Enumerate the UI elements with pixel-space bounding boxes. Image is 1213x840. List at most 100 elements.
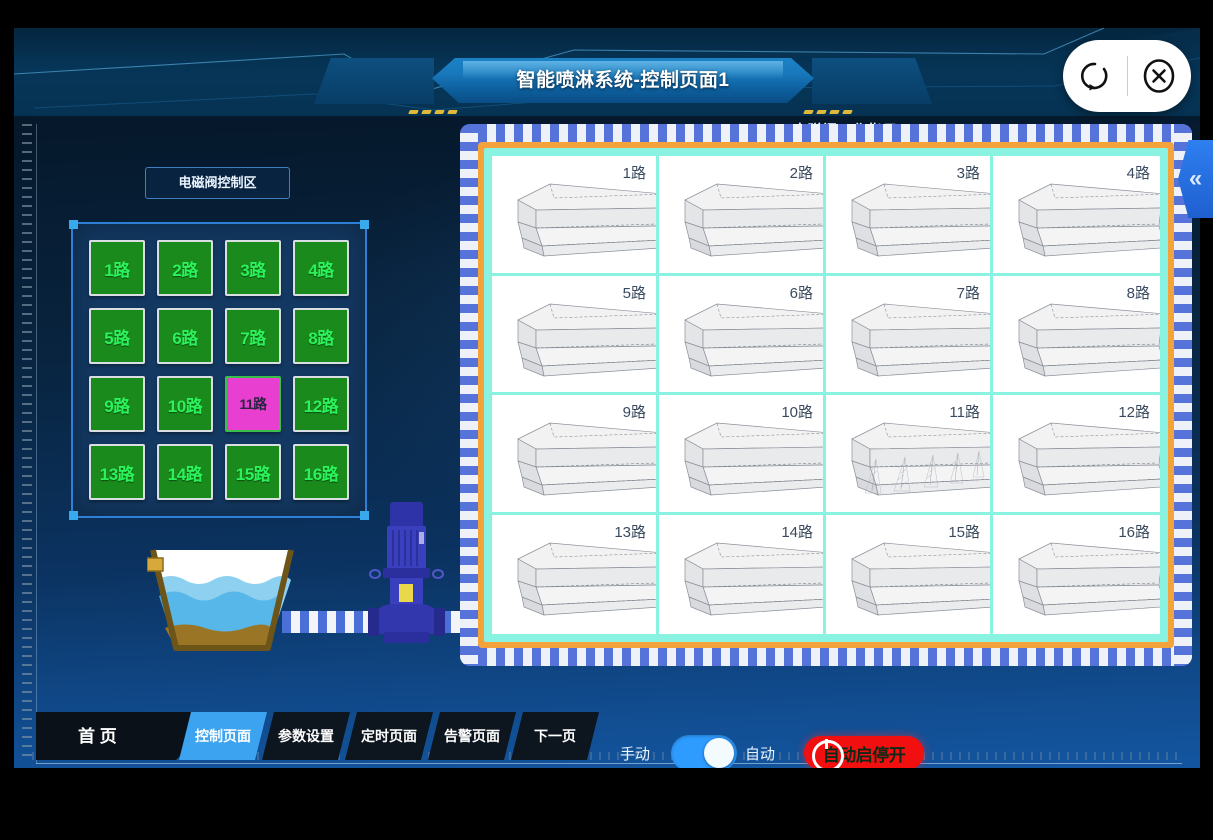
beam-illustration: [851, 303, 990, 377]
water-tank-icon: [146, 549, 294, 651]
valve-button-5[interactable]: 5路: [89, 308, 145, 364]
refresh-button[interactable]: [1063, 40, 1127, 112]
auto-start-stop-button[interactable]: 自动启停开: [804, 736, 924, 768]
indicator-cell-label: 16路: [1118, 523, 1150, 541]
corner-marker-tl: [69, 220, 78, 229]
mode-label-manual: 手动: [620, 746, 651, 763]
indicator-cell-14[interactable]: 14路: [659, 514, 826, 634]
title-glow: [462, 61, 784, 79]
left-tick-ruler: [22, 124, 32, 760]
indicator-cell-6[interactable]: 6路: [659, 275, 826, 395]
beam-illustration: [1018, 303, 1160, 377]
valve-button-3[interactable]: 3路: [225, 240, 281, 296]
nav-home[interactable]: 首 页: [78, 727, 117, 746]
nav-tab-5[interactable]: 下一页: [511, 712, 599, 760]
beam-illustration: [1018, 542, 1160, 616]
bottom-guide-line: [36, 763, 1182, 764]
indicator-cell-grid: 1路 2路 3路 4路: [492, 156, 1160, 634]
valve-button-9[interactable]: 9路: [89, 376, 145, 432]
pipe-tank-to-pump: [282, 611, 370, 633]
valve-button-4[interactable]: 4路: [293, 240, 349, 296]
valve-button-15[interactable]: 15路: [225, 444, 281, 500]
indicator-cell-10[interactable]: 10路: [659, 395, 826, 515]
valve-zone-title: 电磁阀控制区: [145, 167, 290, 199]
power-icon: [812, 739, 844, 768]
page-title: 智能喷淋系统-控制页面1: [516, 70, 730, 91]
mode-toggle[interactable]: [671, 735, 737, 768]
corner-marker-br: [360, 511, 369, 520]
indicator-cell-label: 1路: [622, 165, 646, 182]
valve-button-11[interactable]: 11路: [225, 376, 281, 432]
beam-illustration: [517, 422, 656, 496]
beam-illustration: [851, 183, 990, 257]
beam-illustration: [517, 303, 656, 377]
indicator-cell-label: 5路: [622, 284, 646, 302]
title-wing-left: [314, 58, 434, 104]
bottom-navbar: 首 页 控制页面 参数设置 定时页面 告警页面 下一页: [36, 688, 1182, 760]
valve-button-13[interactable]: 13路: [89, 444, 145, 500]
centrifugal-pump: [359, 500, 454, 650]
indicator-cell-label: 8路: [1126, 284, 1150, 302]
indicator-cell-12[interactable]: 12路: [993, 395, 1160, 515]
indicator-cell-1[interactable]: 1路: [492, 156, 659, 276]
indicator-cell-4[interactable]: 4路: [993, 156, 1160, 276]
valve-button-10[interactable]: 10路: [157, 376, 213, 432]
panel-orange-border: 1路 2路 3路 4路: [478, 142, 1174, 648]
mode-toggle-knob: [704, 738, 734, 768]
title-wing-right: [812, 58, 932, 104]
beam-illustration: [851, 542, 990, 616]
indicator-cell-label: 14路: [781, 523, 813, 541]
nav-tab-1[interactable]: 控制页面: [179, 712, 267, 760]
nav-tab-3[interactable]: 定时页面: [345, 712, 433, 760]
beam-illustration: [517, 542, 656, 616]
valve-button-grid: 1路 2路 3路 4路 5路 6路 7路 8路 9路 10路 11路 12路 13路 14路 15路 16路: [89, 240, 349, 500]
indicator-cell-9[interactable]: 9路: [492, 395, 659, 515]
chevron-left-double-icon: «: [1188, 165, 1203, 192]
title-plate: 智能喷淋系统-控制页面1: [432, 58, 814, 103]
indicator-cell-label: 2路: [789, 165, 813, 182]
corner-marker-bl: [69, 511, 78, 520]
valve-button-7[interactable]: 7路: [225, 308, 281, 364]
indicator-cell-16[interactable]: 16路: [993, 515, 1160, 635]
nav-tab-4[interactable]: 告警页面: [428, 712, 516, 760]
corner-marker-tr: [360, 220, 369, 229]
indicator-cell-11[interactable]: 11路: [826, 395, 993, 515]
valve-button-16[interactable]: 16路: [293, 444, 349, 500]
water-tank: [146, 544, 297, 661]
beam-illustration: [684, 422, 823, 496]
close-circle-icon: [1143, 59, 1175, 93]
valve-button-1[interactable]: 1路: [89, 240, 145, 296]
left-guide-line: [36, 124, 37, 764]
indicator-cell-13[interactable]: 13路: [492, 514, 659, 634]
valve-button-8[interactable]: 8路: [293, 308, 349, 364]
indicator-cell-label: 7路: [956, 284, 980, 302]
valve-control-box: 1路 2路 3路 4路 5路 6路 7路 8路 9路 10路 11路 12路 13路 14路 15路 16路: [69, 220, 369, 520]
indicator-cell-label: 10路: [781, 404, 813, 421]
nav-tab-2[interactable]: 参数设置: [262, 712, 350, 760]
beam-illustration: [684, 542, 823, 616]
indicator-cell-5[interactable]: 5路: [492, 275, 659, 395]
indicator-cell-2[interactable]: 2路: [659, 156, 826, 276]
indicator-cell-3[interactable]: 3路: [826, 156, 993, 276]
nav-tab-list: 控制页面 参数设置 定时页面 告警页面 下一页: [179, 712, 594, 760]
indicator-cell-label: 4路: [1126, 165, 1150, 182]
valve-button-12[interactable]: 12路: [293, 376, 349, 432]
valve-button-6[interactable]: 6路: [157, 308, 213, 364]
bottom-tick-ruler: [32, 752, 1182, 760]
mode-label-auto: 自动: [745, 746, 776, 763]
indicator-cell-8[interactable]: 8路: [993, 276, 1160, 395]
header-dashes-left: [408, 110, 458, 114]
indicator-cell-15[interactable]: 15路: [826, 514, 993, 634]
indicator-cell-label: 6路: [789, 284, 813, 302]
valve-button-14[interactable]: 14路: [157, 444, 213, 500]
main-stage: 智能喷淋系统-控制页面1 电磁阀工作指示: [14, 28, 1200, 768]
valve-button-2[interactable]: 2路: [157, 240, 213, 296]
indicator-cell-7[interactable]: 7路: [826, 275, 993, 395]
indicator-panel: 1路 2路 3路 4路: [460, 124, 1192, 666]
beam-illustration: [517, 183, 656, 257]
indicator-cell-label: 13路: [614, 523, 646, 541]
indicator-cell-label: 3路: [956, 165, 980, 182]
close-button[interactable]: [1128, 40, 1192, 112]
panel-cyan-border: 1路 2路 3路 4路: [484, 148, 1168, 642]
